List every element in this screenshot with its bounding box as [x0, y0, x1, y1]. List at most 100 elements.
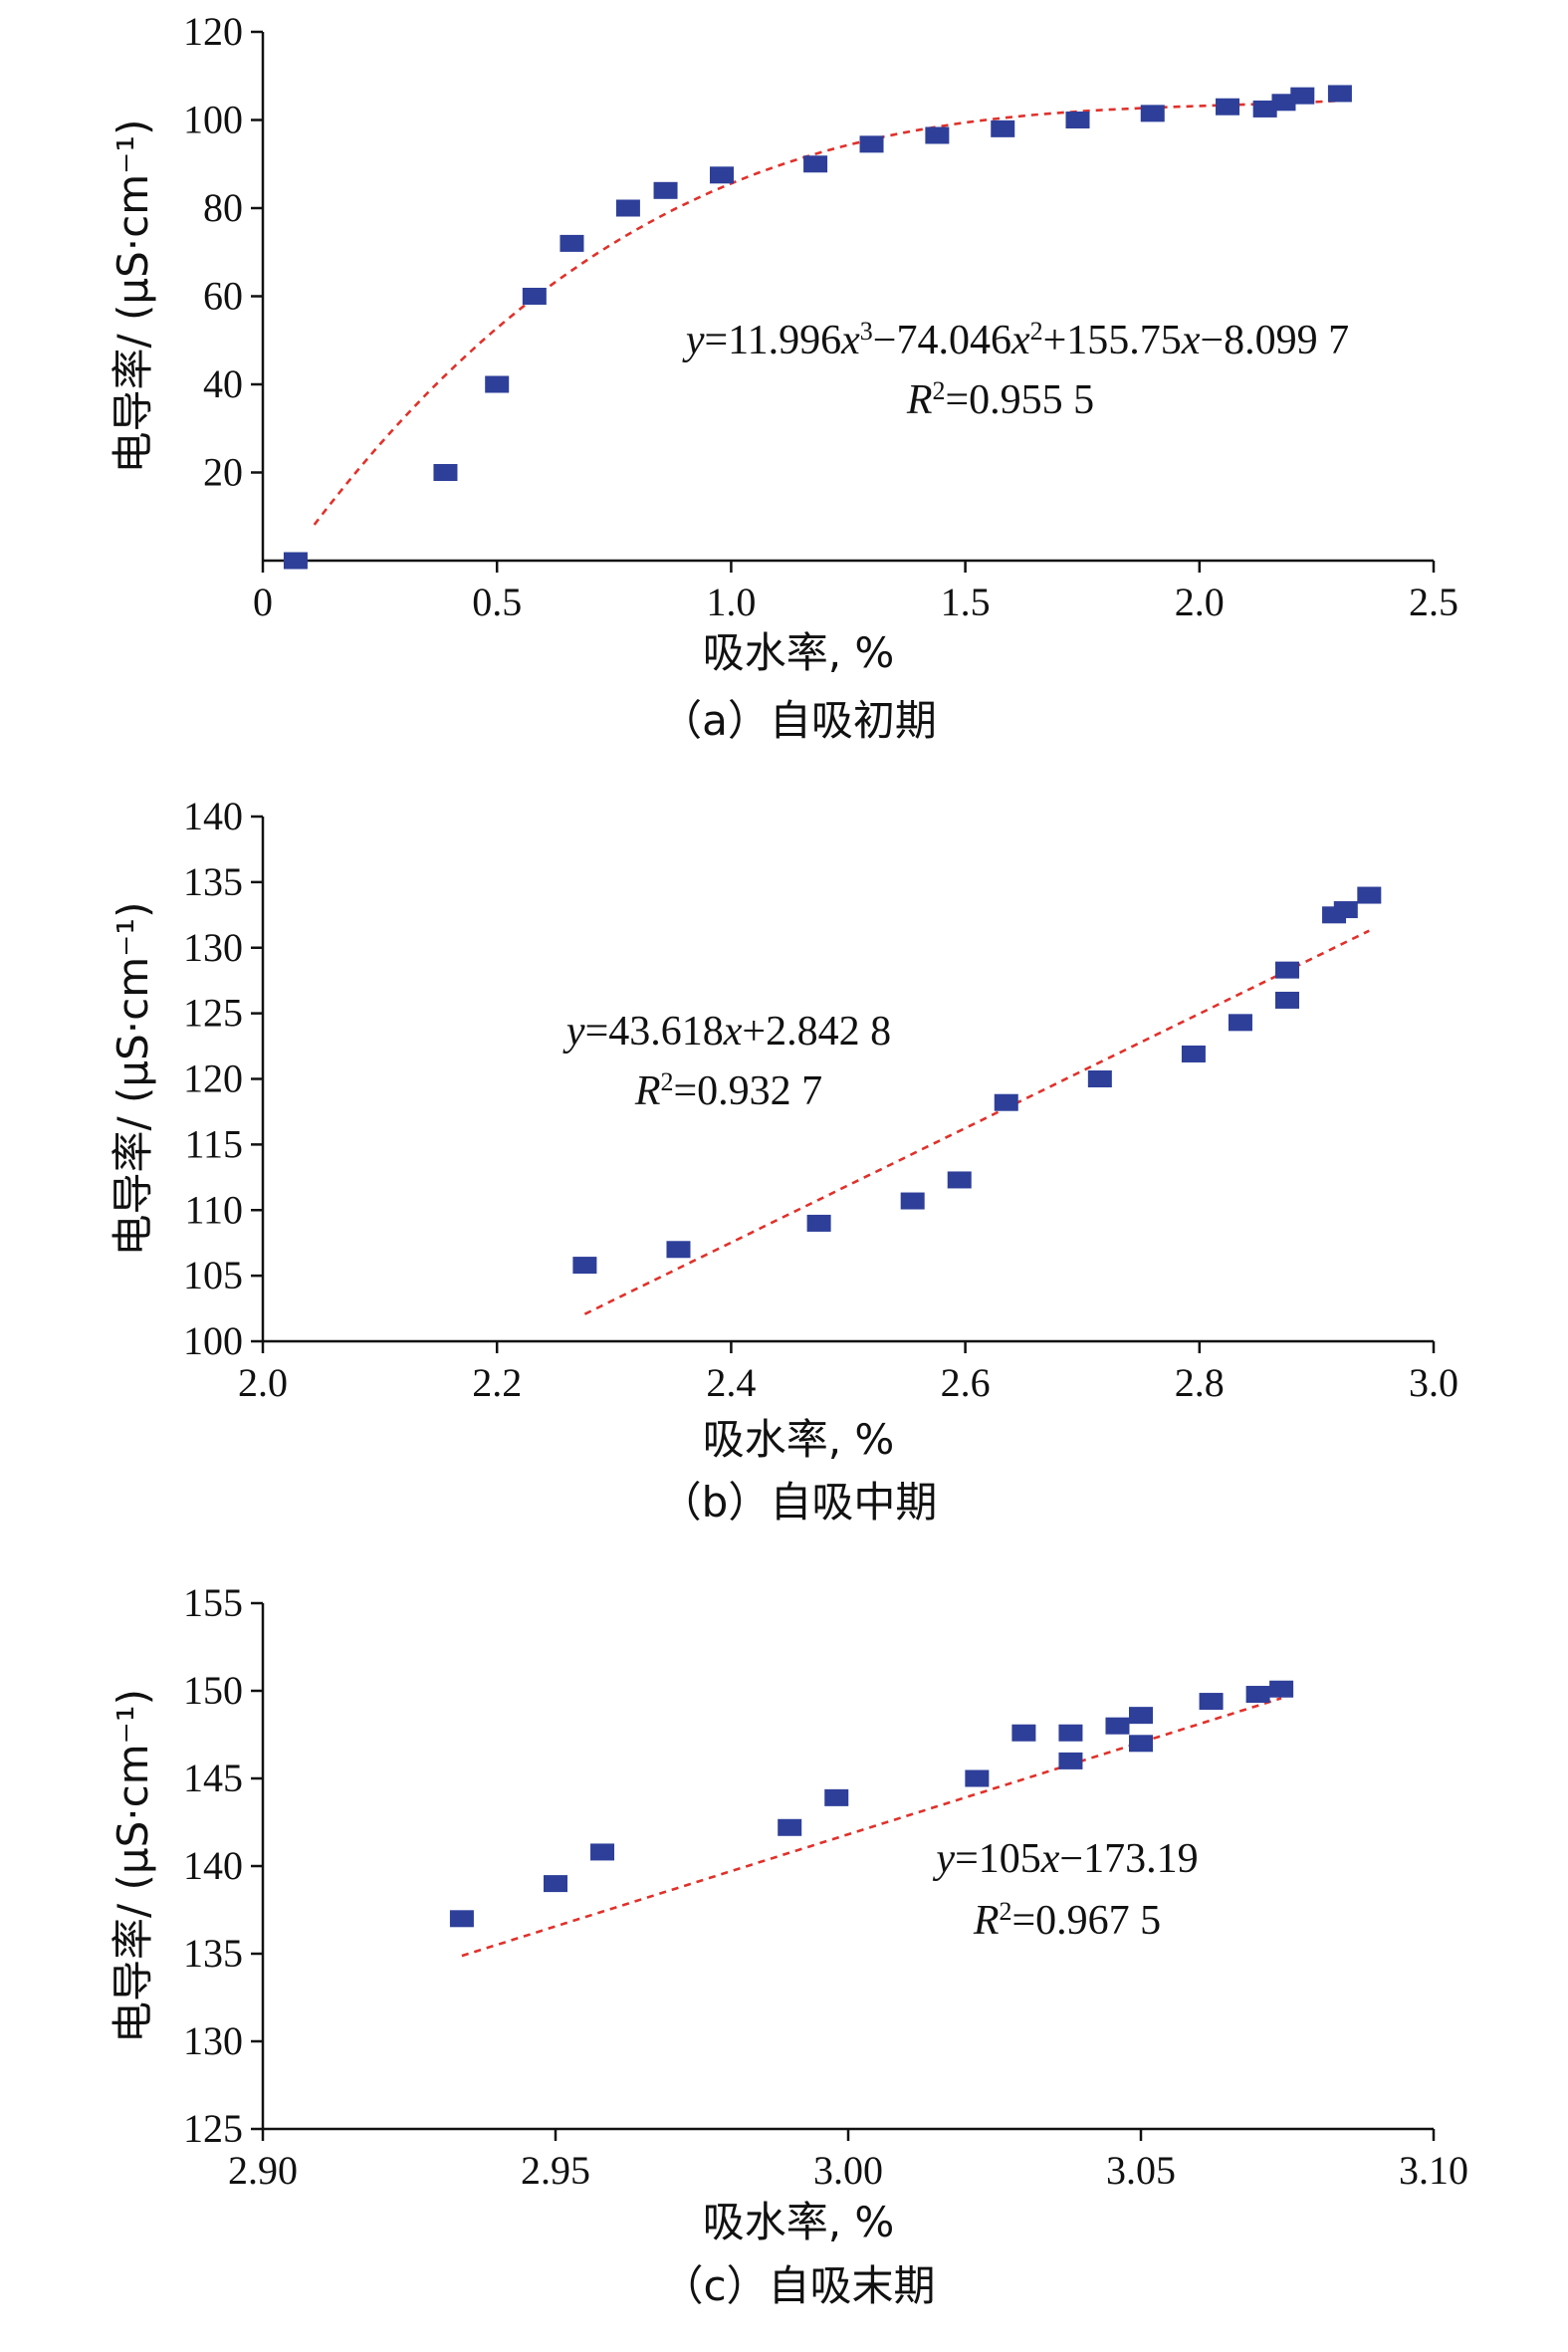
y-tick-label: 115 [184, 1121, 243, 1166]
data-point [1275, 961, 1299, 979]
y-tick-label: 60 [203, 274, 243, 319]
data-point [522, 288, 547, 305]
y-tick-label: 110 [184, 1187, 243, 1232]
data-point [806, 1214, 831, 1232]
y-tick-label: 130 [183, 2018, 243, 2063]
data-point [1245, 1686, 1270, 1704]
x-axis-label: 吸水率, % [703, 1415, 895, 1464]
fit-equation: y=105x−173.19 [932, 1836, 1198, 1882]
data-point [1058, 1752, 1083, 1769]
data-point [666, 1241, 691, 1259]
data-point [560, 234, 584, 252]
data-point [544, 1875, 567, 1893]
data-point [824, 1788, 849, 1806]
data-point [1058, 1724, 1083, 1742]
data-point [1065, 112, 1090, 128]
data-point [709, 166, 734, 184]
data-point [1140, 105, 1165, 122]
data-point [572, 1257, 597, 1275]
x-tick-label: 1.5 [941, 580, 991, 624]
data-point [653, 181, 678, 199]
data-point [615, 199, 640, 217]
x-tick-label: 2.0 [1175, 580, 1225, 624]
y-tick-label: 155 [183, 1580, 243, 1625]
data-point [1199, 1693, 1224, 1711]
y-tick-label: 135 [183, 859, 243, 904]
y-tick-label: 135 [183, 1931, 243, 1976]
data-point [925, 126, 950, 144]
y-tick-label: 145 [183, 1756, 243, 1800]
x-tick-label: 3.10 [1399, 2148, 1468, 2193]
panel-caption: （b）自吸中期 [660, 1478, 938, 1527]
panel-caption: （a）自吸初期 [660, 696, 937, 745]
chart-panel-c: 125 130 135 140 145 150 155 2.90 2.95 3.00 3.05 3.1… [109, 1580, 1468, 2310]
fit-equation: y=43.618x+2.842 8 [562, 1009, 891, 1055]
data-point [590, 1843, 615, 1861]
x-tick-label: 2.8 [1175, 1360, 1225, 1405]
r-squared: R2=0.967 5 [973, 1897, 1161, 1945]
y-tick-label: 100 [183, 1318, 243, 1363]
chart-panel-a: 20 40 60 80 100 120 0 0.5 1.0 1.5 2.0 2.5 y=11.996x3… [109, 9, 1458, 745]
y-tick-label: 120 [183, 1057, 243, 1101]
y-tick-label: 20 [203, 450, 243, 495]
data-point [1216, 98, 1240, 116]
x-axis-label: 吸水率, % [703, 628, 895, 677]
r-squared: R2=0.932 7 [634, 1067, 822, 1115]
x-tick-label: 2.0 [238, 1360, 288, 1405]
data-point [803, 155, 828, 173]
data-point [1271, 94, 1296, 112]
y-tick-label: 125 [183, 991, 243, 1036]
data-point [1290, 87, 1315, 105]
data-point [485, 375, 510, 393]
data-point [965, 1769, 990, 1787]
x-tick-label: 2.4 [706, 1360, 756, 1405]
x-axis-label: 吸水率, % [703, 2198, 895, 2246]
x-tick-label: 3.0 [1409, 1360, 1458, 1405]
x-tick-label: 3.00 [813, 2148, 883, 2193]
y-tick-label: 140 [183, 794, 243, 838]
data-point [1087, 1070, 1112, 1087]
x-tick-label: 2.5 [1409, 580, 1458, 624]
data-point [283, 552, 308, 570]
y-tick-label: 140 [183, 1843, 243, 1888]
x-tick-label: 2.90 [228, 2148, 298, 2193]
data-point [991, 119, 1015, 137]
x-tick-label: 2.6 [941, 1360, 991, 1405]
y-tick-label: 105 [183, 1253, 243, 1297]
data-point [1269, 1680, 1294, 1698]
data-point [1275, 991, 1299, 1009]
data-point [947, 1171, 972, 1189]
data-point [1252, 100, 1277, 118]
data-point [1129, 1735, 1153, 1753]
x-tick-label: 2.95 [521, 2148, 590, 2193]
data-point [1228, 1014, 1252, 1032]
panel-caption: （c）自吸末期 [661, 2261, 935, 2310]
y-tick-label: 40 [203, 361, 243, 406]
data-point [1357, 886, 1382, 904]
data-point [449, 1910, 474, 1928]
x-tick-label: 0 [253, 580, 273, 624]
y-tick-label: 100 [183, 98, 243, 142]
y-axis-label: 电导率/ (μS·cm⁻¹) [109, 901, 157, 1256]
data-point [900, 1192, 925, 1210]
x-tick-label: 2.2 [472, 1360, 522, 1405]
data-point [778, 1818, 802, 1836]
data-point [994, 1093, 1018, 1111]
x-tick-label: 0.5 [472, 580, 522, 624]
x-tick-label: 3.05 [1106, 2148, 1176, 2193]
y-axis-label: 电导率/ (μS·cm⁻¹) [109, 118, 157, 473]
r-squared: R2=0.955 5 [906, 376, 1094, 424]
y-tick-label: 80 [203, 185, 243, 230]
y-tick-label: 125 [183, 2106, 243, 2151]
data-point [1011, 1724, 1036, 1742]
trendline [583, 929, 1370, 1315]
data-point [1333, 901, 1358, 919]
y-tick-label: 130 [183, 925, 243, 970]
y-tick-label: 150 [183, 1668, 243, 1713]
data-point [859, 135, 884, 153]
y-tick-label: 120 [183, 9, 243, 54]
fit-equation: y=11.996x3−74.046x2+155.75x−8.099 7 [682, 317, 1349, 364]
data-point [1327, 85, 1352, 103]
data-point [1105, 1717, 1130, 1735]
